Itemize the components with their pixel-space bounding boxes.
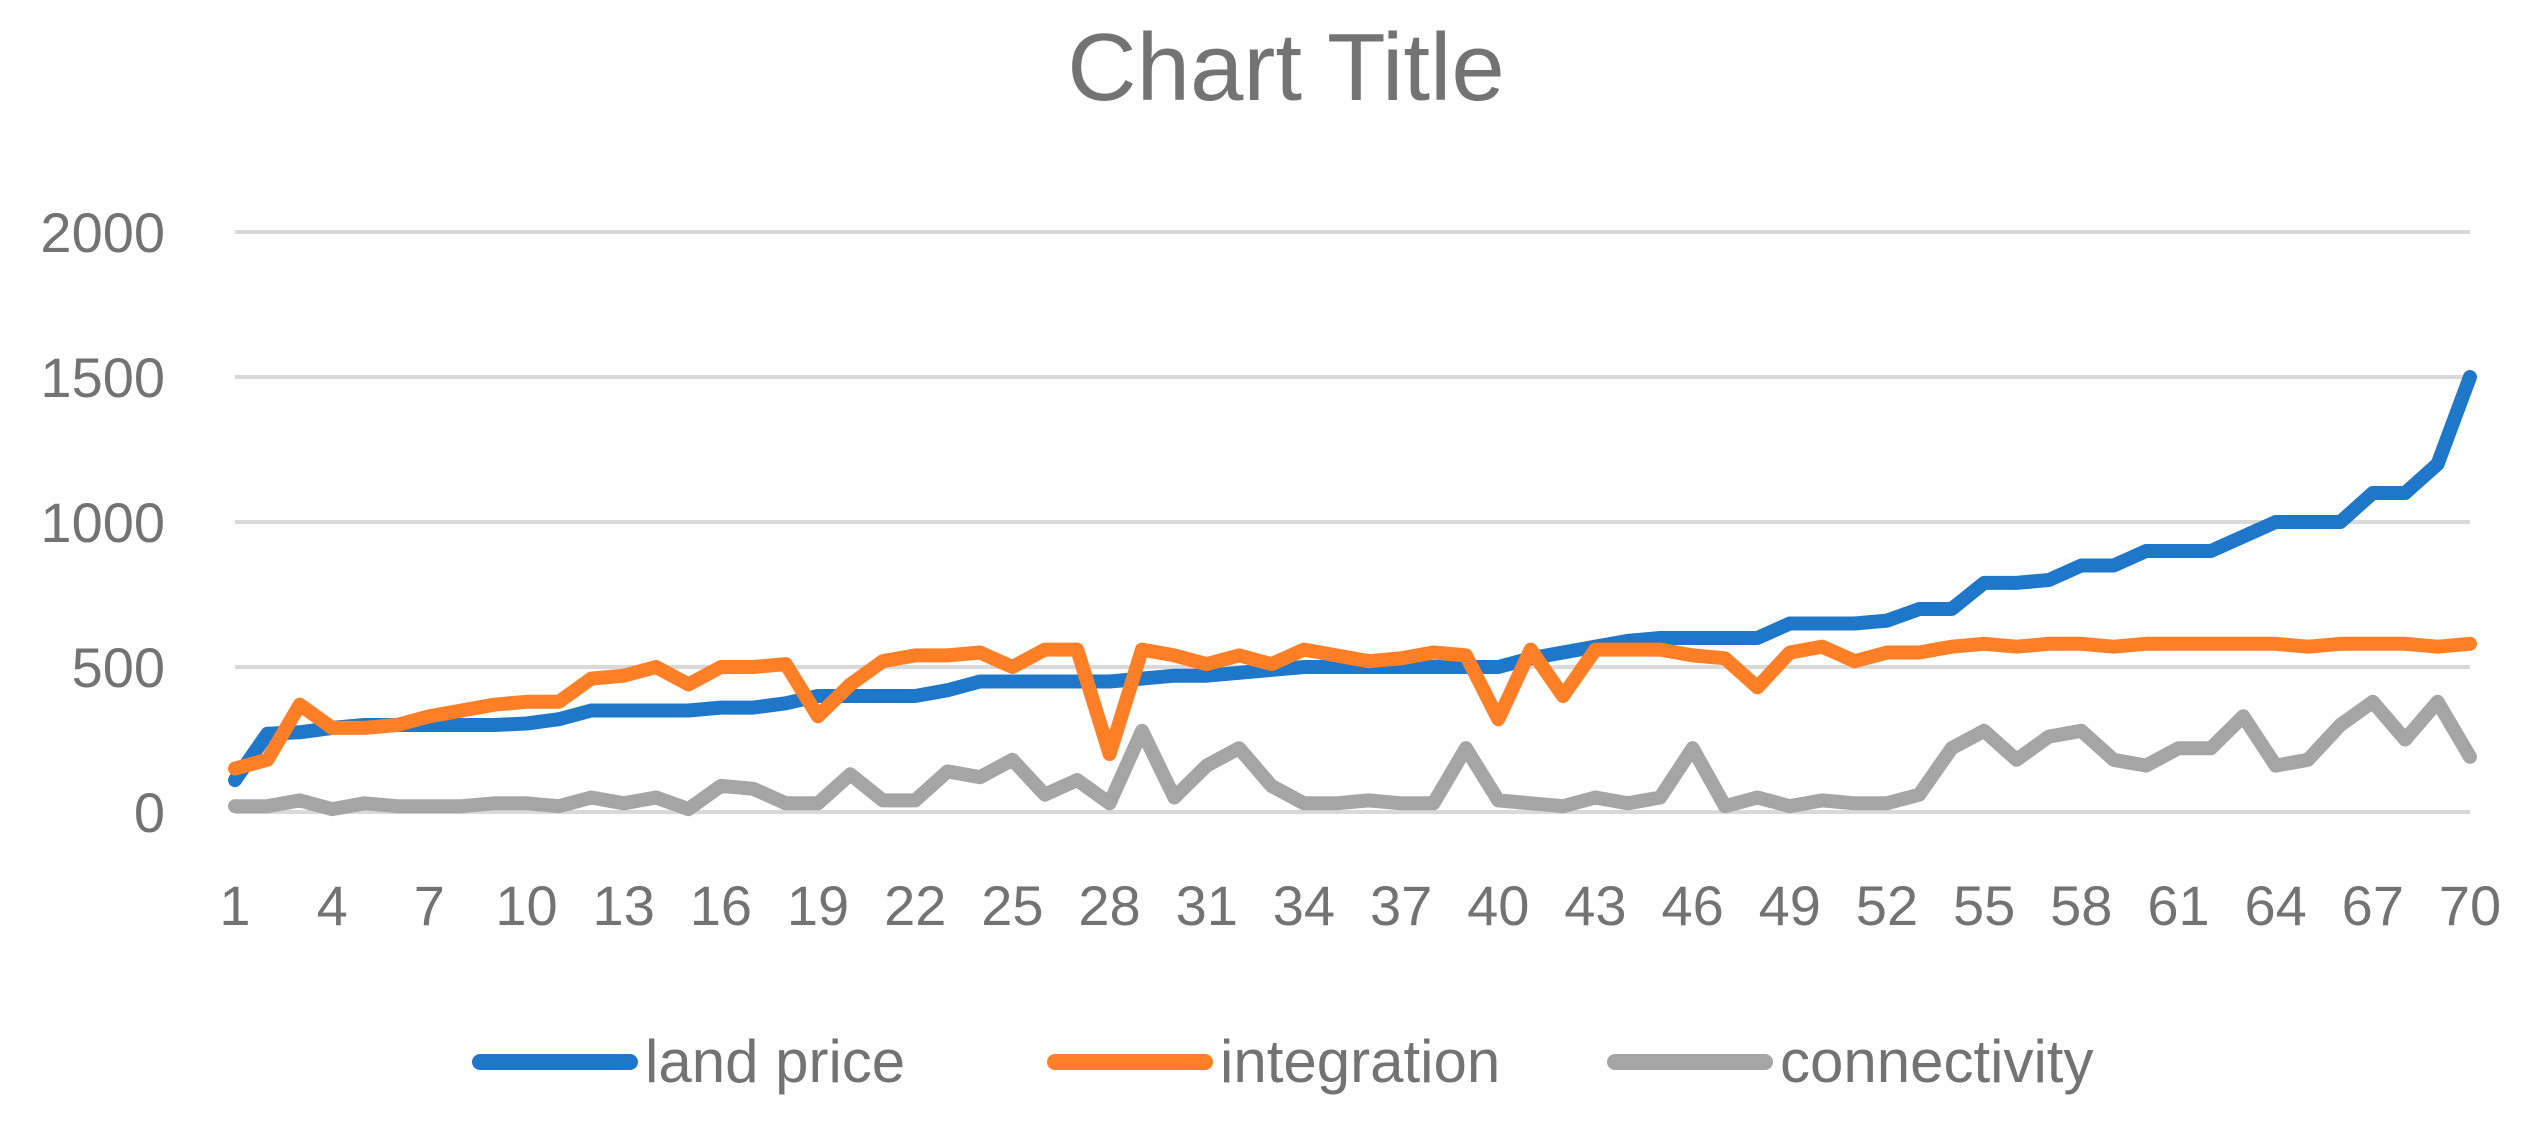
- x-tick-label: 46: [1661, 874, 1723, 937]
- x-tick-label: 7: [414, 874, 445, 937]
- x-tick-label: 10: [495, 874, 557, 937]
- series-lines: [228, 370, 2477, 817]
- x-tick-label: 4: [317, 874, 348, 937]
- x-tick-label: 64: [2245, 874, 2307, 937]
- gridlines: [235, 230, 2470, 814]
- x-tick-label: 31: [1176, 874, 1238, 937]
- x-tick-label: 16: [690, 874, 752, 937]
- series-line-integration: [228, 636, 2477, 776]
- x-tick-label: 70: [2439, 874, 2501, 937]
- legend: land price integration connectivity: [472, 1028, 2093, 1095]
- x-tick-label: 61: [2147, 874, 2209, 937]
- x-tick-label: 37: [1370, 874, 1432, 937]
- series-line-connectivity: [228, 694, 2477, 817]
- x-tick-label: 1: [219, 874, 250, 937]
- legend-label: land price: [645, 1028, 905, 1095]
- legend-label: integration: [1220, 1028, 1500, 1095]
- x-tick-label: 49: [1759, 874, 1821, 937]
- x-tick-label: 58: [2050, 874, 2112, 937]
- x-tick-label: 28: [1078, 874, 1140, 937]
- y-tick-label: 2000: [40, 201, 165, 264]
- x-tick-label: 52: [1856, 874, 1918, 937]
- x-tick-label: 25: [981, 874, 1043, 937]
- x-tick-label: 34: [1273, 874, 1335, 937]
- y-axis-tick-labels: 0 500 1000 1500 2000: [40, 201, 165, 844]
- y-tick-label: 500: [72, 636, 165, 699]
- series-line-land-price: [228, 370, 2477, 788]
- x-tick-label: 55: [1953, 874, 2015, 937]
- y-tick-label: 1500: [40, 346, 165, 409]
- x-tick-label: 22: [884, 874, 946, 937]
- x-tick-label: 40: [1467, 874, 1529, 937]
- x-tick-label: 13: [593, 874, 655, 937]
- x-tick-label: 67: [2342, 874, 2404, 937]
- x-axis-tick-labels: 1 4 7 10 13 16 19 22 25 28 31 34 37 40 43 46 49 52 55 58 61 6…: [219, 874, 2501, 937]
- y-tick-label: 0: [134, 781, 165, 844]
- chart-title: Chart Title: [1067, 14, 1504, 121]
- x-tick-label: 43: [1564, 874, 1626, 937]
- y-tick-label: 1000: [40, 491, 165, 554]
- x-tick-label: 19: [787, 874, 849, 937]
- legend-label: connectivity: [1780, 1028, 2093, 1095]
